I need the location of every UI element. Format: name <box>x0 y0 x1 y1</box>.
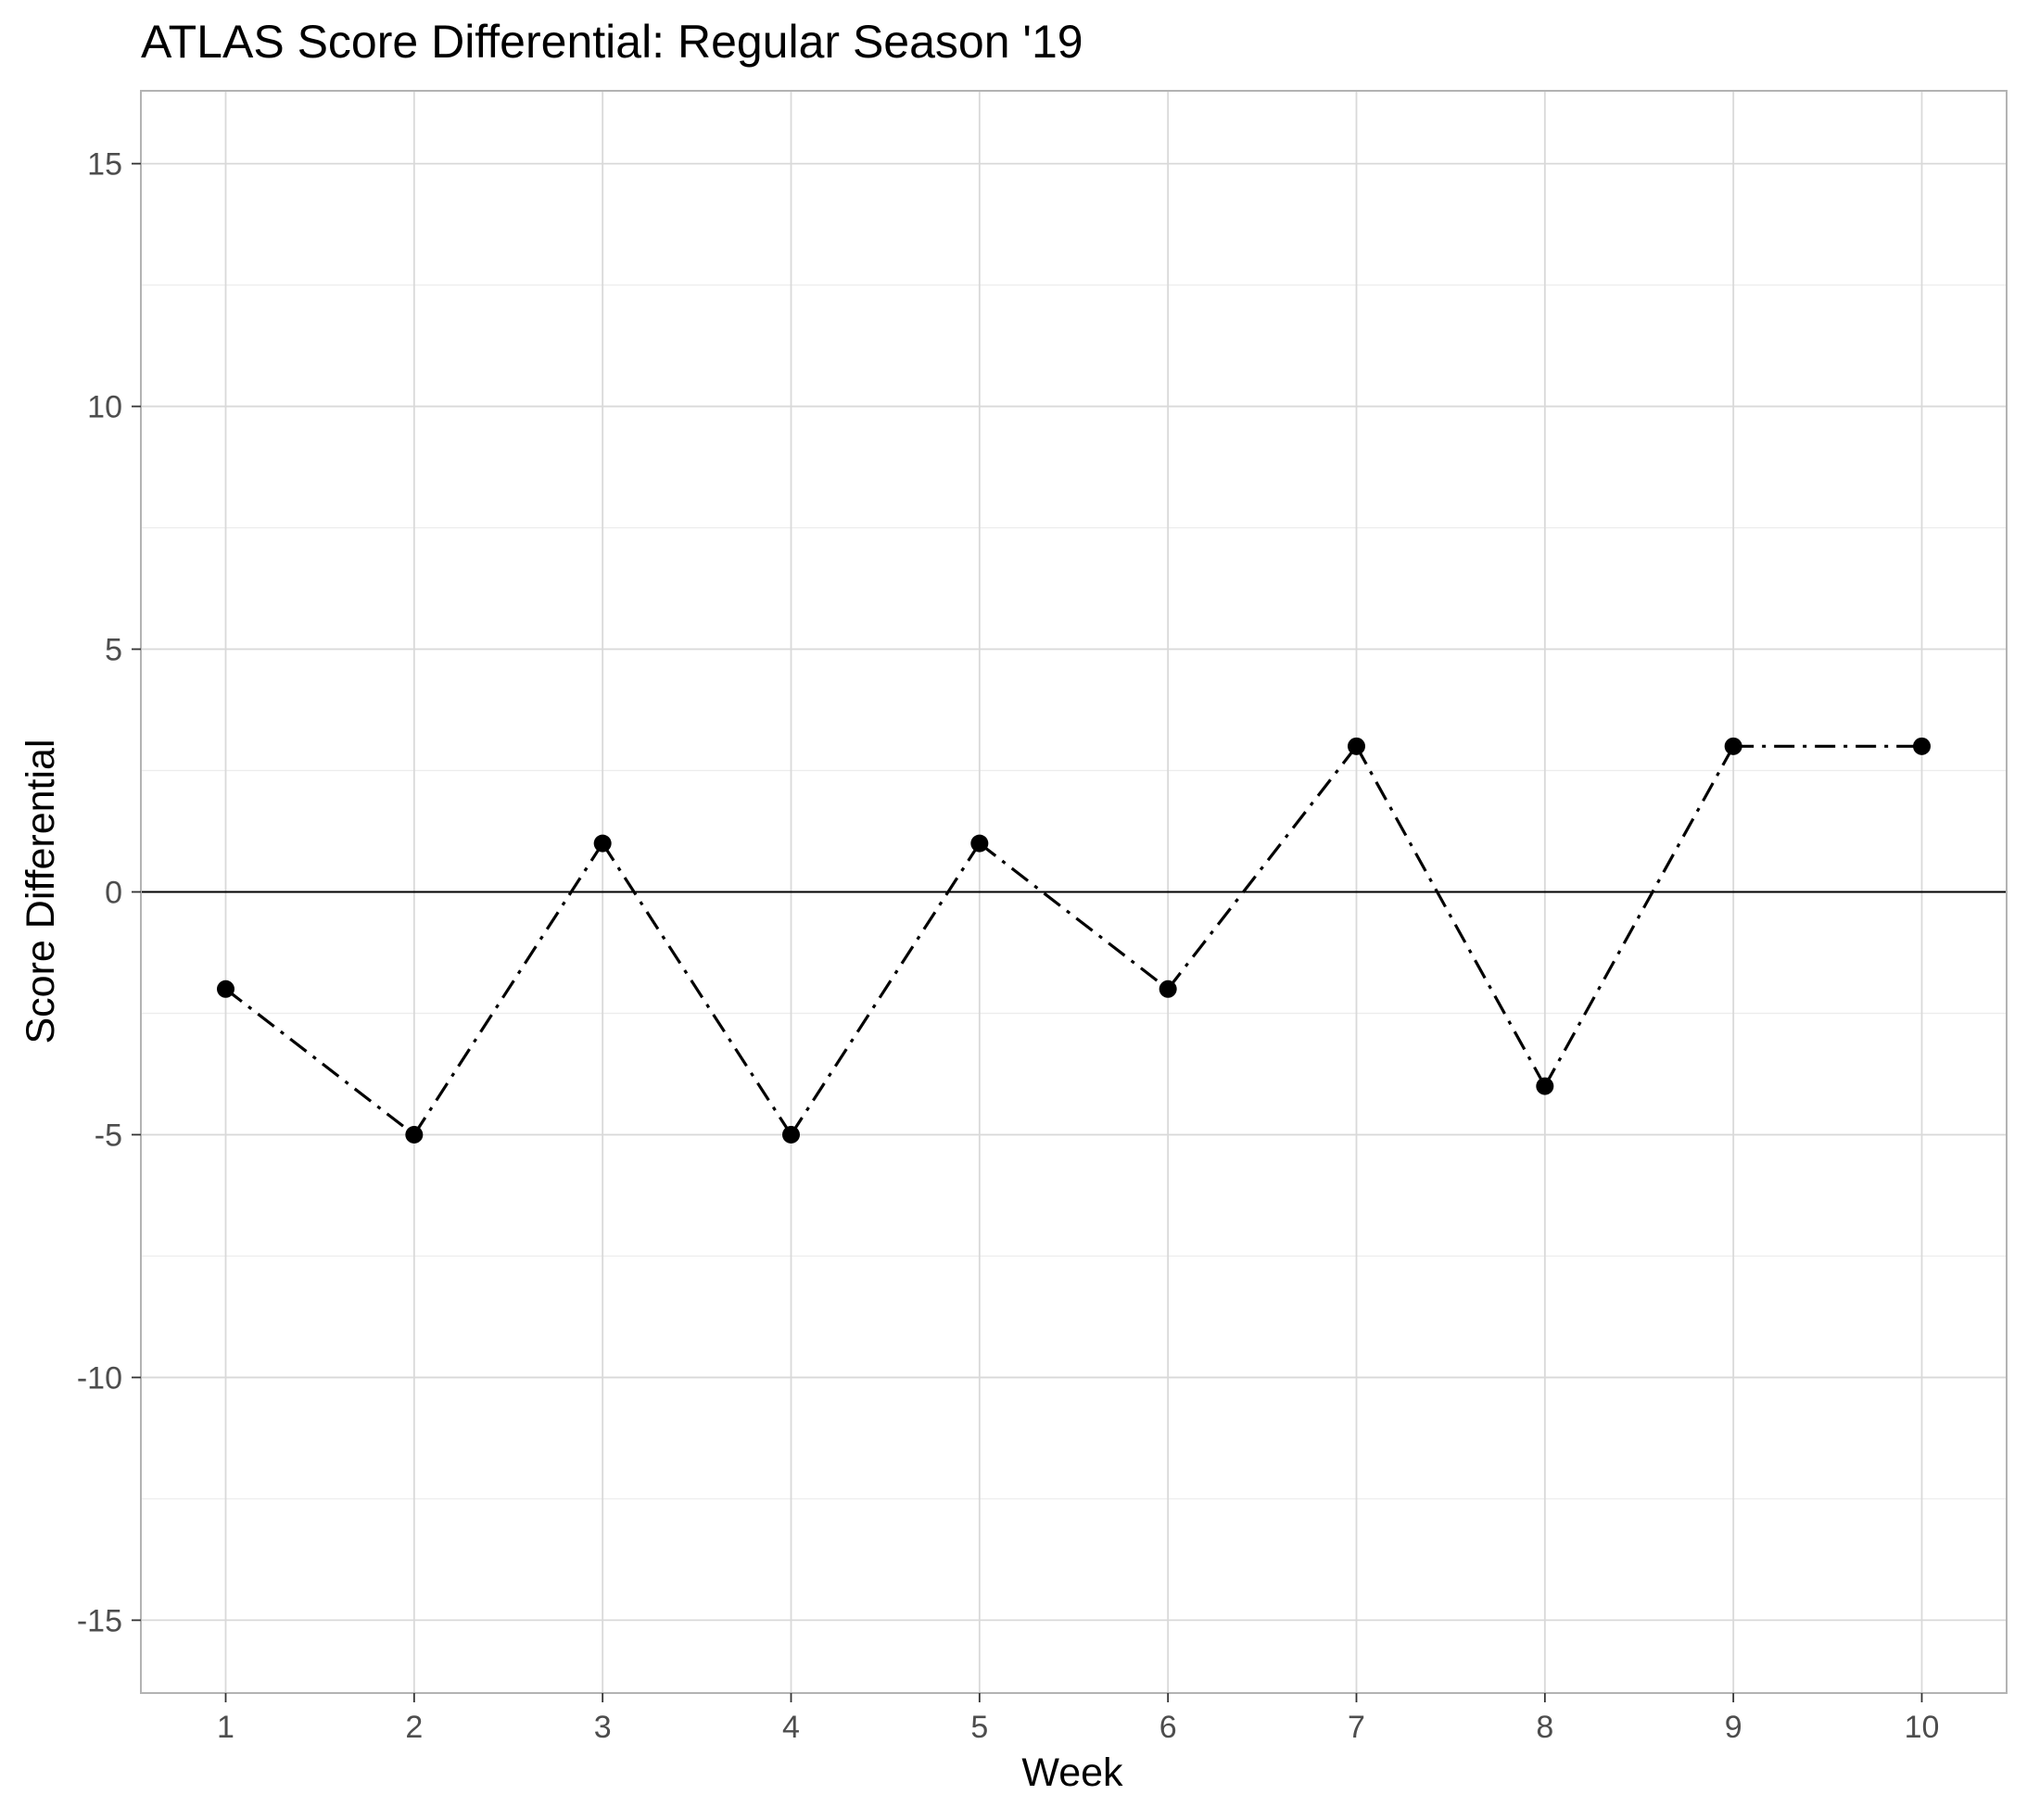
x-tick-label: 4 <box>782 1710 800 1745</box>
y-tick-label: -15 <box>77 1603 122 1638</box>
x-tick-label: 9 <box>1725 1710 1742 1745</box>
data-point <box>970 834 989 853</box>
points-layer <box>217 737 1931 1144</box>
y-tick-label: 5 <box>105 633 122 668</box>
data-point <box>1348 737 1365 755</box>
y-tick-label: -5 <box>95 1118 122 1153</box>
data-point <box>405 1125 424 1144</box>
y-tick-label: -10 <box>77 1360 122 1396</box>
x-tick-label: 10 <box>1905 1710 1940 1745</box>
data-point <box>782 1125 800 1144</box>
series-line-segment <box>412 842 604 1136</box>
y-tick-label: 15 <box>87 147 122 183</box>
y-tick-label: 0 <box>105 876 122 911</box>
data-point <box>1913 737 1931 755</box>
series-line-segment <box>1543 745 1735 1087</box>
data-point <box>217 980 234 998</box>
x-tick-label: 2 <box>405 1710 423 1745</box>
x-tick-label: 5 <box>970 1710 988 1745</box>
series-line-segment <box>790 842 982 1136</box>
x-tick-label: 6 <box>1159 1710 1177 1745</box>
y-axis-title: Score Differential <box>19 739 63 1043</box>
x-axis-ticks: 1 2 3 4 5 6 7 8 9 10 <box>217 1693 1939 1745</box>
data-point <box>1536 1077 1554 1095</box>
series-layer <box>224 744 1922 1136</box>
chart-title: ATLAS Score Differential: Regular Season… <box>141 16 1083 68</box>
x-tick-label: 3 <box>594 1710 612 1745</box>
x-tick-label: 7 <box>1348 1710 1365 1745</box>
x-tick-label: 8 <box>1536 1710 1553 1745</box>
x-tick-label: 1 <box>217 1710 234 1745</box>
data-point <box>593 834 612 853</box>
series-line-segment <box>1355 745 1547 1087</box>
series-line-segment <box>601 842 792 1136</box>
x-axis-title: Week <box>1021 1750 1123 1795</box>
y-axis-ticks: -15 -10 -5 0 5 10 15 <box>77 147 141 1638</box>
data-point <box>1724 737 1742 755</box>
series-line-segment <box>1166 745 1358 991</box>
y-tick-label: 10 <box>87 390 122 425</box>
data-point <box>1159 980 1177 998</box>
